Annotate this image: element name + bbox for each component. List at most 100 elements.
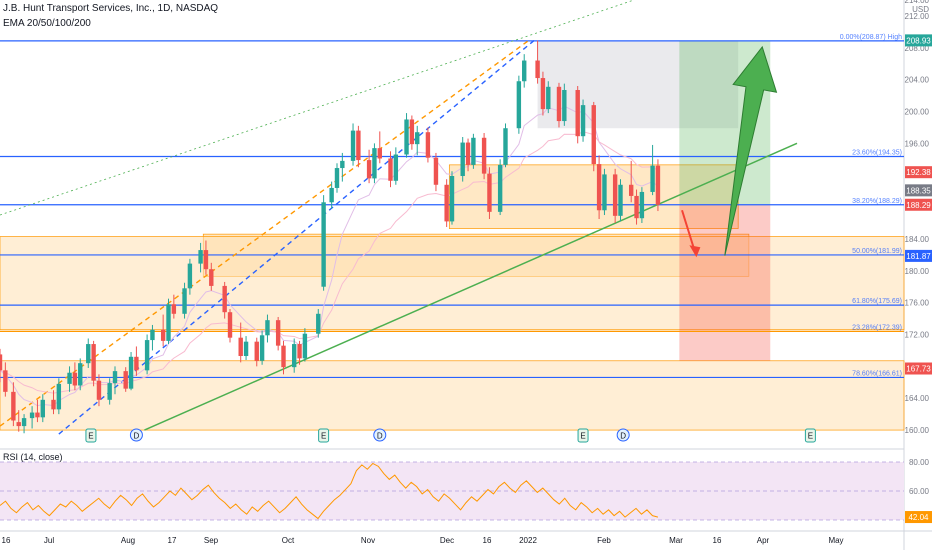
- x-tick-label: 16: [2, 536, 11, 545]
- y-tick-label: 164.00: [905, 394, 930, 403]
- candle-body: [634, 195, 639, 219]
- candle-body: [0, 354, 3, 371]
- event-label: D: [134, 432, 140, 441]
- fib-label: 38.20%(188.29): [852, 198, 902, 205]
- candle-body: [259, 335, 265, 361]
- candle-body: [497, 164, 503, 212]
- candle-body: [329, 187, 334, 203]
- x-tick-label: Apr: [757, 536, 770, 545]
- candle-body: [522, 60, 527, 82]
- candle-body: [415, 132, 420, 145]
- x-tick-label: Mar: [669, 536, 683, 545]
- currency-label: USD: [912, 5, 929, 14]
- price-tag-text: 167.73: [906, 365, 931, 374]
- candle-body: [238, 337, 243, 357]
- y-tick-label: 196.00: [905, 139, 930, 148]
- rsi-line: [0, 462, 659, 520]
- price-scale-bg: [904, 0, 932, 550]
- candle-body: [334, 168, 340, 188]
- candle-body: [91, 344, 96, 381]
- candle-body: [123, 371, 128, 389]
- candle-body: [655, 165, 661, 205]
- x-tick-label: Aug: [121, 536, 135, 545]
- candle-body: [72, 372, 78, 386]
- candle-body: [40, 399, 45, 418]
- candle-body: [612, 174, 618, 216]
- candle-body: [292, 344, 297, 368]
- candle-body: [51, 399, 56, 410]
- candle-body: [580, 105, 586, 137]
- candle-body: [112, 371, 118, 384]
- candle-body: [56, 383, 62, 410]
- candle-body: [393, 154, 399, 181]
- candle-body: [86, 344, 91, 364]
- symbol-title[interactable]: J.B. Hunt Transport Services, Inc., 1D, …: [3, 3, 219, 14]
- y-tick-label: 160.00: [905, 426, 930, 435]
- candle-body: [254, 341, 259, 361]
- event-label: E: [580, 432, 585, 441]
- fib-label: 78.60%(166.61): [852, 370, 902, 377]
- event-label: E: [808, 432, 813, 441]
- candle-body: [575, 89, 580, 137]
- fib-label: 61.80%(175.69): [852, 298, 902, 305]
- candle-body: [516, 81, 522, 129]
- candle-body: [134, 356, 139, 371]
- ema-line: [0, 131, 659, 394]
- candle-body: [203, 250, 209, 270]
- candle-body: [372, 148, 377, 179]
- candle-body: [639, 191, 645, 219]
- x-tick-label: Jul: [44, 536, 54, 545]
- fib-label: 0.00%(208.87) High: [840, 34, 902, 41]
- candle-body: [487, 173, 492, 212]
- candle-body: [449, 176, 455, 222]
- fib-label: 23.28%(172.39): [852, 324, 902, 331]
- trend-line: [144, 142, 798, 431]
- fib-label: 50.00%(181.99): [852, 248, 902, 255]
- x-tick-label: Sep: [204, 536, 219, 545]
- candle-body: [67, 372, 72, 384]
- event-label: E: [321, 432, 326, 441]
- indicator-label[interactable]: EMA 20/50/100/200: [3, 18, 91, 29]
- dividend-icon: [129, 428, 143, 442]
- candle-body: [503, 128, 508, 165]
- price-tag: [905, 184, 932, 197]
- candle-body: [209, 269, 214, 286]
- candle-body: [243, 341, 249, 357]
- price-tag: [905, 249, 932, 262]
- candle-body: [481, 137, 487, 174]
- candle-body: [425, 132, 431, 158]
- x-tick-label: 16: [713, 536, 722, 545]
- price-tag: [905, 34, 932, 47]
- y-tick-label: 208.00: [905, 44, 930, 53]
- rsi-tick-label: 80.00: [909, 458, 930, 467]
- down-arrow-head: [689, 245, 701, 258]
- candle-body: [302, 333, 308, 359]
- candle-body: [128, 356, 134, 389]
- candle-body: [16, 422, 21, 427]
- dividend-icon: [373, 428, 387, 442]
- y-tick-label: 212.00: [905, 12, 930, 21]
- x-tick-label: Feb: [597, 536, 611, 545]
- candle-body: [171, 304, 177, 314]
- price-tag: [905, 198, 932, 211]
- support-zone: [0, 360, 905, 431]
- candle-body: [182, 288, 187, 314]
- resistance-box: [537, 40, 739, 129]
- event-label: E: [88, 432, 93, 441]
- price-tag: [905, 362, 932, 375]
- up-arrow: [724, 45, 778, 256]
- price-tag-text: 192.38: [906, 168, 931, 177]
- outer-channel: [0, 0, 634, 216]
- rsi-label[interactable]: RSI (14, close): [3, 452, 63, 462]
- candle-body: [144, 340, 150, 371]
- x-tick-label: Nov: [361, 536, 375, 545]
- candle-body: [187, 263, 193, 289]
- earnings-icon: [577, 428, 589, 443]
- candle-body: [602, 174, 607, 211]
- candle-body: [281, 345, 286, 368]
- x-tick-label: 16: [483, 536, 492, 545]
- event-label: D: [620, 432, 626, 441]
- rsi-value-text: 42.04: [908, 513, 929, 522]
- candle-body: [471, 137, 476, 165]
